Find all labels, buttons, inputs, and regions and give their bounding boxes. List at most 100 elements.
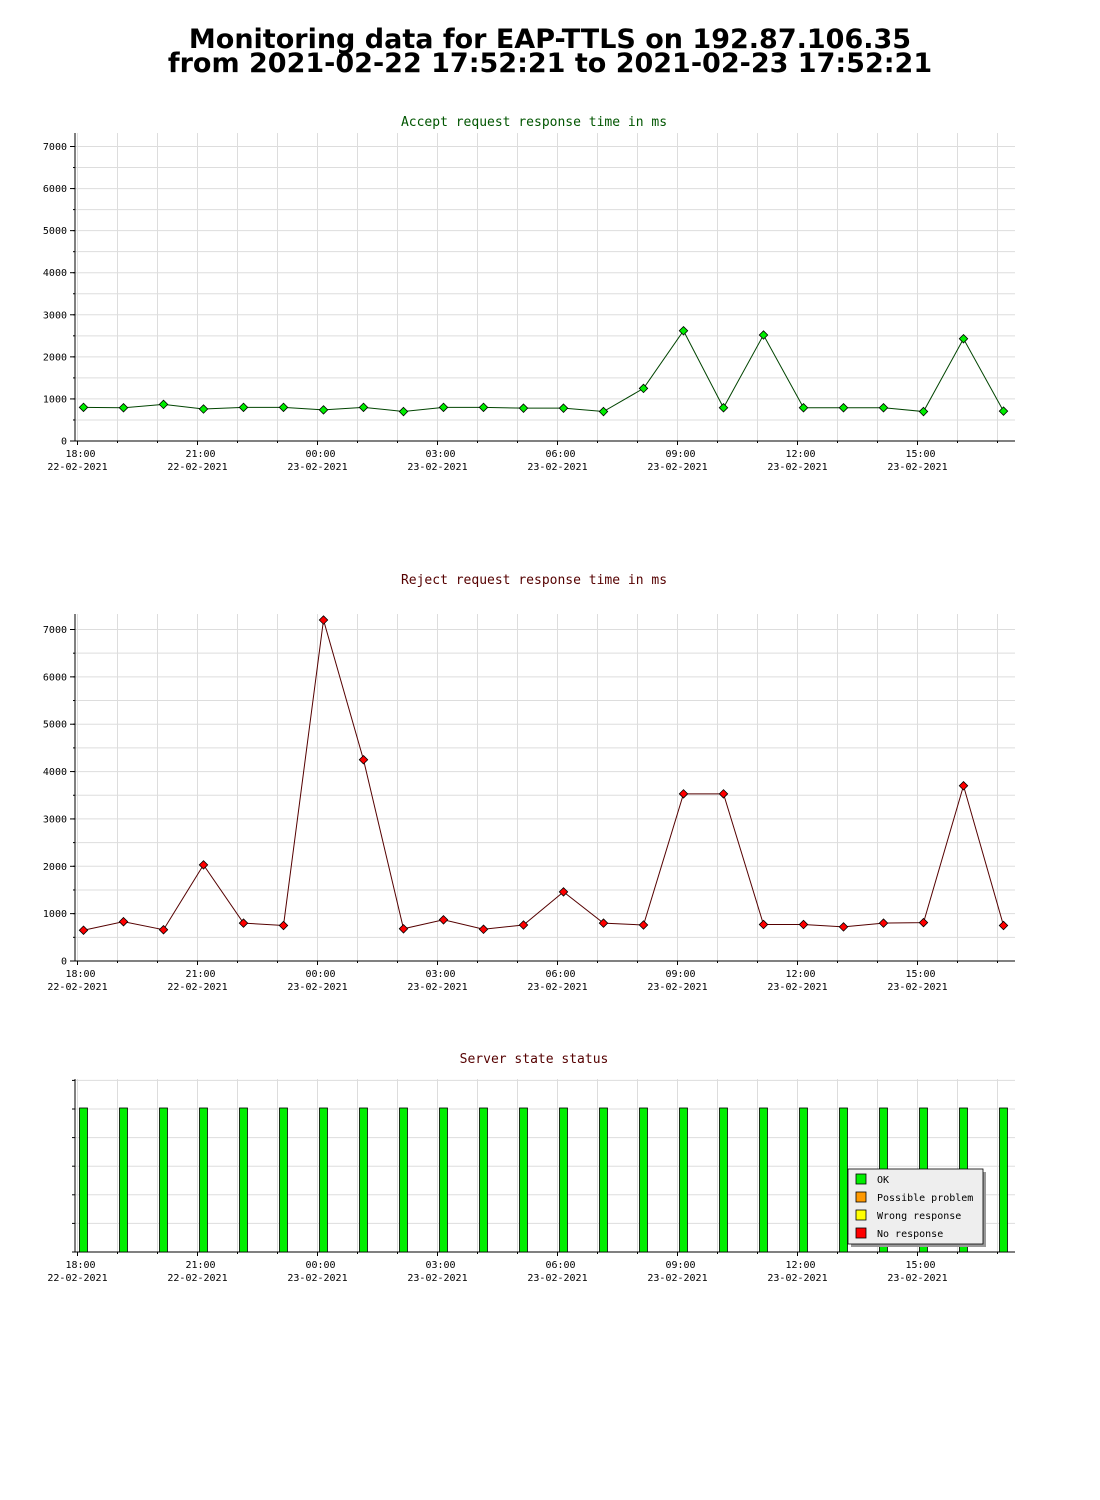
- status-bar: [119, 1107, 128, 1253]
- reject-y-tick-label: 6000: [43, 672, 67, 683]
- accept-x-tick-date: 23-02-2021: [887, 462, 947, 473]
- status-bar: [279, 1107, 288, 1253]
- accept-y-tick-label: 5000: [43, 226, 67, 237]
- status-legend-box: [847, 1168, 984, 1245]
- reject-x-tick-time: 09:00: [665, 969, 695, 980]
- reject-data-point: [638, 920, 649, 930]
- reject-x-tick-date: 23-02-2021: [767, 982, 827, 993]
- status-bar: [319, 1107, 328, 1253]
- accept-x-tick-time: 18:00: [65, 449, 95, 460]
- reject-data-point: [158, 924, 169, 935]
- accept-x-tick-date: 23-02-2021: [527, 462, 587, 473]
- reject-series-line: [83, 619, 1004, 931]
- status-bar: [239, 1107, 248, 1253]
- status-bar: [559, 1107, 568, 1253]
- status-bar: [199, 1107, 208, 1253]
- accept-data-point: [478, 402, 489, 413]
- accept-data-point: [358, 402, 369, 413]
- accept-series-line: [83, 329, 1004, 413]
- accept-y-tick-label: 1000: [43, 394, 67, 405]
- accept-data-point: [518, 403, 529, 413]
- reject-x-tick-time: 00:00: [305, 969, 335, 980]
- accept-data-point: [398, 406, 409, 417]
- reject-data-point: [958, 781, 969, 791]
- reject-x-tick-date: 22-02-2021: [167, 982, 227, 993]
- accept-data-point: [558, 403, 569, 413]
- accept-y-tick-label: 2000: [43, 352, 67, 363]
- legend-label: Possible problem: [877, 1193, 973, 1204]
- accept-x-tick-date: 23-02-2021: [407, 462, 467, 473]
- legend-label: OK: [877, 1175, 889, 1186]
- page-title-line-2: from 2021-02-22 17:52:21 to 2021-02-23 1…: [167, 48, 933, 79]
- reject-y-tick-label: 2000: [43, 862, 67, 873]
- status-chart-title: Server state status: [460, 1052, 609, 1067]
- reject-x-tick-date: 22-02-2021: [47, 982, 107, 993]
- legend-swatch: [855, 1173, 867, 1185]
- status-bar: [759, 1107, 768, 1253]
- reject-data-point: [238, 918, 249, 928]
- reject-y-tick-label: 0: [61, 957, 67, 968]
- accept-y-tick-label: 6000: [43, 184, 67, 195]
- accept-data-point: [758, 330, 769, 340]
- reject-data-point: [438, 915, 449, 925]
- status-x-tick-date: 23-02-2021: [287, 1273, 347, 1284]
- reject-x-tick-time: 03:00: [425, 969, 455, 980]
- status-bar: [359, 1107, 368, 1253]
- accept-data-point: [78, 402, 89, 413]
- accept-data-point: [958, 334, 969, 344]
- reject-data-point: [478, 924, 489, 935]
- status-bar: [679, 1107, 688, 1253]
- accept-x-tick-date: 23-02-2021: [287, 462, 347, 473]
- accept-data-point: [438, 402, 449, 413]
- reject-data-point: [198, 860, 209, 870]
- reject-data-point: [558, 887, 569, 897]
- status-bar: [519, 1107, 528, 1253]
- status-x-tick-time: 03:00: [425, 1260, 455, 1271]
- status-x-tick-date: 23-02-2021: [887, 1273, 947, 1284]
- reject-data-point: [318, 615, 329, 625]
- status-x-tick-date: 23-02-2021: [407, 1273, 467, 1284]
- reject-x-tick-date: 23-02-2021: [647, 982, 707, 993]
- status-x-tick-time: 21:00: [185, 1260, 215, 1271]
- accept-data-point: [198, 404, 209, 414]
- reject-data-point: [798, 919, 809, 930]
- accept-chart-title: Accept request response time in ms: [401, 115, 667, 130]
- accept-data-point: [638, 383, 649, 394]
- reject-y-tick-label: 1000: [43, 909, 67, 920]
- reject-x-tick-time: 21:00: [185, 969, 215, 980]
- reject-data-point: [118, 916, 129, 927]
- accept-x-axis: 18:00 22-02-2021 21:00 22-02-2021 00:00 23-02…: [47, 133, 998, 473]
- status-bar: [839, 1107, 848, 1253]
- status-bar: [599, 1107, 608, 1253]
- reject-data-point: [598, 918, 609, 928]
- reject-x-axis: 18:00 22-02-2021 21:00 22-02-2021 00:00 23-02…: [47, 614, 998, 993]
- accept-data-point: [318, 405, 329, 415]
- page-title-line-1: Monitoring data for EAP-TTLS on 192.87.1…: [188, 24, 912, 55]
- status-legend: OK Possible problem Wrong response No respo…: [847, 1168, 986, 1247]
- legend-swatch: [855, 1191, 867, 1203]
- reject-x-tick-time: 15:00: [905, 969, 935, 980]
- accept-data-point: [598, 406, 609, 417]
- status-x-tick-time: 06:00: [545, 1260, 575, 1271]
- status-x-tick-time: 12:00: [785, 1260, 815, 1271]
- reject-data-point: [838, 922, 849, 932]
- reject-x-tick-date: 23-02-2021: [527, 982, 587, 993]
- status-x-tick-date: 23-02-2021: [527, 1273, 587, 1284]
- accept-x-tick-date: 22-02-2021: [47, 462, 107, 473]
- reject-data-point: [758, 919, 769, 930]
- status-x-tick-date: 23-02-2021: [647, 1273, 707, 1284]
- accept-data-point: [118, 402, 129, 413]
- reject-y-tick-label: 7000: [43, 625, 67, 636]
- reject-x-tick-date: 23-02-2021: [287, 982, 347, 993]
- legend-label: No response: [877, 1229, 943, 1240]
- reject-data-point: [998, 920, 1009, 931]
- accept-x-tick-time: 03:00: [425, 449, 455, 460]
- legend-swatch: [855, 1209, 867, 1221]
- accept-y-axis: 0 1000 2000 3000 4000 5000 6000 7000: [43, 142, 1015, 448]
- reject-y-axis: 0 1000 2000 3000 4000 5000 6000 7000: [43, 625, 1015, 968]
- status-bar: [159, 1107, 168, 1253]
- status-bar: [999, 1107, 1008, 1253]
- status-bar: [719, 1107, 728, 1253]
- accept-x-tick-date: 22-02-2021: [167, 462, 227, 473]
